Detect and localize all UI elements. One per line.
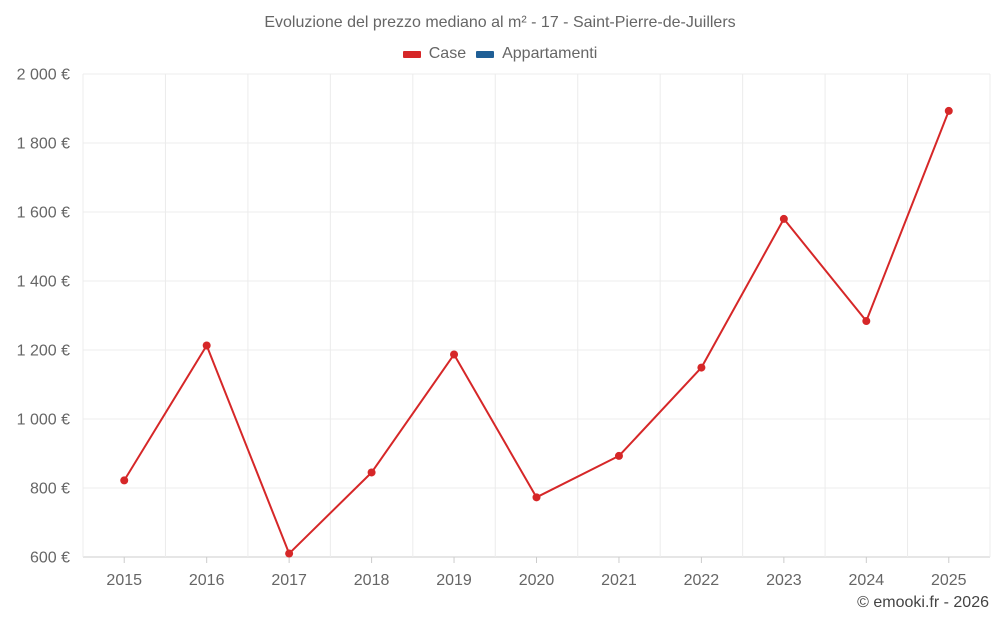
- data-point[interactable]: [779, 214, 788, 223]
- data-point[interactable]: [532, 493, 541, 502]
- chart-legend: Case Appartamenti: [0, 45, 1000, 63]
- data-point[interactable]: [697, 363, 706, 372]
- series-layer: [120, 106, 953, 558]
- data-point[interactable]: [944, 106, 953, 115]
- x-tick-label: 2019: [436, 572, 472, 589]
- data-point[interactable]: [120, 476, 129, 485]
- x-tick-label: 2025: [931, 572, 967, 589]
- x-tick-label: 2016: [189, 572, 225, 589]
- legend-swatch-case: [402, 50, 421, 58]
- legend-label-case: Case: [428, 45, 467, 62]
- x-tick-label: 2018: [354, 572, 390, 589]
- chart-title: Evoluzione del prezzo mediano al m² - 17…: [264, 14, 736, 31]
- x-tick-label: 2024: [849, 572, 885, 589]
- y-tick-label: 600 €: [30, 550, 70, 567]
- legend-label-appartamenti: Appartamenti: [502, 45, 598, 62]
- y-tick-label: 800 €: [30, 481, 70, 498]
- data-point[interactable]: [614, 451, 623, 460]
- legend-swatch-appartamenti: [476, 50, 495, 58]
- x-tick-label: 2020: [519, 572, 555, 589]
- y-tick-label: 2 000 €: [17, 67, 70, 84]
- x-axis-ticks: 2015 2016 2017 2018 2019 2020 2021 2022 2023 2024…: [106, 557, 967, 589]
- x-tick-label: 2017: [271, 572, 307, 589]
- y-tick-label: 1 200 €: [17, 343, 70, 360]
- legend-item-appartamenti[interactable]: Appartamenti: [476, 45, 597, 63]
- data-point[interactable]: [450, 350, 459, 359]
- x-tick-label: 2023: [766, 572, 802, 589]
- y-tick-label: 1 400 €: [17, 274, 70, 291]
- data-point[interactable]: [367, 468, 376, 477]
- y-axis-ticks: 600 € 800 € 1 000 € 1 200 € 1 400 € 1 600 € 1 …: [17, 67, 70, 567]
- data-point[interactable]: [862, 317, 871, 326]
- data-point[interactable]: [202, 341, 211, 350]
- legend-item-case[interactable]: Case: [402, 45, 467, 63]
- x-tick-label: 2015: [106, 572, 142, 589]
- grid-lines: [82, 73, 991, 558]
- y-tick-label: 1 800 €: [17, 136, 70, 153]
- data-point[interactable]: [285, 549, 294, 558]
- y-tick-label: 1 600 €: [17, 205, 70, 222]
- y-tick-label: 1 000 €: [17, 412, 70, 429]
- x-tick-label: 2021: [601, 572, 637, 589]
- x-tick-label: 2022: [684, 572, 720, 589]
- credit-text: © emooki.fr - 2026: [857, 594, 989, 611]
